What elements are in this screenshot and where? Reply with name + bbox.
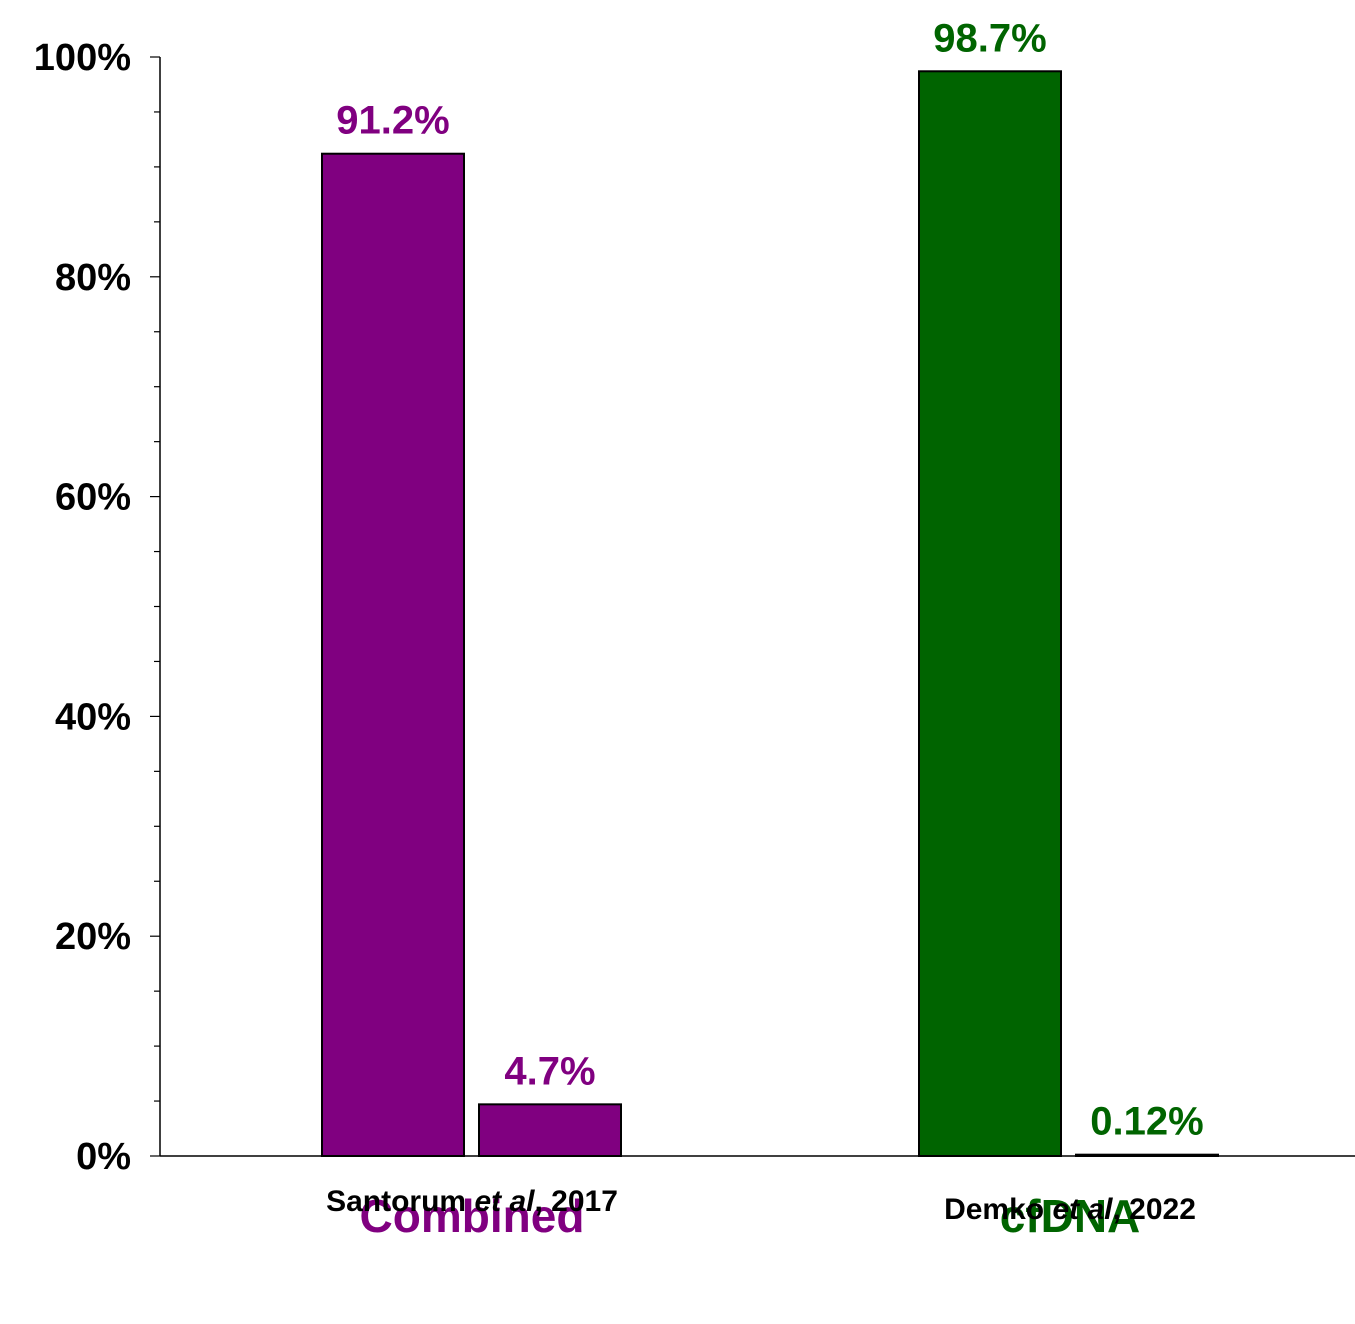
citation-etal: et al bbox=[474, 1185, 535, 1218]
citation-etal: et al bbox=[1052, 1193, 1113, 1226]
y-axis: 0% 20% 40% 60% 80% 100% bbox=[34, 37, 161, 1178]
data-label: 4.7% bbox=[504, 1049, 595, 1093]
data-labels: 91.2% 4.7% 98.7% 0.12% bbox=[336, 16, 1203, 1143]
citation: Santorum et al, 2017 bbox=[326, 1185, 618, 1219]
citation-author: Santorum bbox=[326, 1185, 475, 1218]
y-tick-label: 0% bbox=[76, 1136, 131, 1178]
bar-combined-1 bbox=[321, 152, 465, 1158]
y-tick-label: 40% bbox=[55, 696, 131, 738]
data-label: 0.12% bbox=[1090, 1100, 1203, 1144]
y-tick-label: 20% bbox=[55, 916, 131, 958]
bar-combined-2 bbox=[478, 1103, 622, 1158]
citation: Demko et al, 2022 bbox=[944, 1193, 1196, 1227]
x-group-label: cfDNA bbox=[1000, 1190, 1141, 1242]
bars bbox=[321, 70, 1219, 1158]
citation-author: Demko bbox=[944, 1193, 1053, 1226]
citation-year: , 2022 bbox=[1112, 1193, 1196, 1226]
y-tick-label: 100% bbox=[34, 37, 131, 79]
x-group-label: Combined bbox=[360, 1190, 585, 1242]
data-label: 91.2% bbox=[336, 99, 449, 143]
citation-year: , 2017 bbox=[534, 1185, 618, 1218]
bar-cfdna-1 bbox=[918, 70, 1062, 1158]
x-axis: Combined cfDNA bbox=[160, 1155, 1355, 1242]
data-label: 98.7% bbox=[933, 16, 1046, 60]
y-tick-label: 60% bbox=[55, 477, 131, 519]
y-tick-label: 80% bbox=[55, 257, 131, 299]
